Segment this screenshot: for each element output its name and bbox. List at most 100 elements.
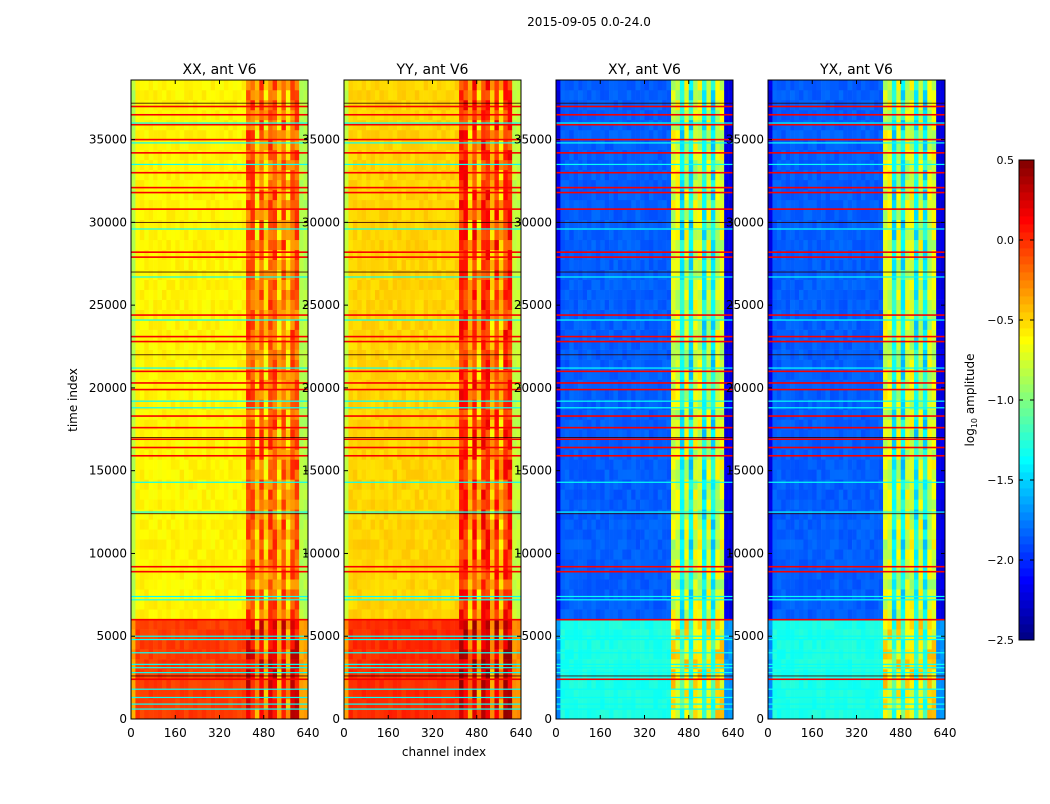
heatmap-cell <box>428 459 433 469</box>
heatmap-cell <box>228 80 233 90</box>
heatmap-cell <box>486 649 491 659</box>
heatmap-cell <box>437 180 442 190</box>
heatmap-cell <box>357 489 362 499</box>
heatmap-cell <box>384 479 389 489</box>
heatmap-cell <box>250 609 255 619</box>
flagged-row <box>131 208 308 210</box>
heatmap-cell <box>366 479 371 489</box>
heatmap-cell <box>357 619 362 629</box>
heatmap-cell <box>220 589 225 599</box>
heatmap-cell <box>433 559 438 569</box>
heatmap-cell <box>463 709 468 719</box>
heatmap-cell <box>250 180 255 190</box>
heatmap-cell <box>406 709 411 719</box>
heatmap-cell <box>273 589 278 599</box>
heatmap-cell <box>180 499 185 509</box>
heatmap-cell <box>153 459 158 469</box>
heatmap-cell <box>211 649 216 659</box>
heatmap-cell <box>193 479 198 489</box>
heatmap-cell <box>410 140 415 150</box>
heatmap-cell <box>193 559 198 569</box>
heatmap-cell <box>180 679 185 689</box>
heatmap-cell <box>220 629 225 639</box>
flagged-row <box>131 619 308 621</box>
heatmap-cell <box>189 290 194 300</box>
heatmap-cell <box>375 280 380 290</box>
heatmap-cell <box>472 629 477 639</box>
heatmap-cell <box>388 669 393 679</box>
heatmap-cell <box>290 679 295 689</box>
heatmap-cell <box>402 270 407 280</box>
heatmap-cell <box>388 150 393 160</box>
heatmap-cell <box>375 409 380 419</box>
heatmap-cell <box>424 519 429 529</box>
heatmap-cell <box>472 589 477 599</box>
heatmap-cell <box>197 300 202 310</box>
heatmap-cell <box>131 519 136 529</box>
heatmap-cell <box>353 330 358 340</box>
heatmap-cell <box>255 499 260 509</box>
heatmap-cell <box>410 509 415 519</box>
heatmap-cell <box>246 539 251 549</box>
heatmap-cell <box>353 589 358 599</box>
heatmap-cell <box>162 609 167 619</box>
heatmap-cell <box>273 709 278 719</box>
heatmap-cell <box>459 449 464 459</box>
heatmap-cell <box>197 330 202 340</box>
heatmap-cell <box>277 290 282 300</box>
heatmap-cell <box>242 250 247 260</box>
heatmap-cell <box>371 499 376 509</box>
heatmap-cell <box>175 709 180 719</box>
heatmap-cell <box>158 519 163 529</box>
heatmap-cell <box>131 639 136 649</box>
heatmap-cell <box>184 599 189 609</box>
heatmap-cell <box>259 599 264 609</box>
heatmap-cell <box>410 330 415 340</box>
heatmap-cell <box>277 90 282 100</box>
heatmap-cell <box>220 619 225 629</box>
heatmap-cell <box>220 250 225 260</box>
heatmap-cell <box>250 260 255 270</box>
heatmap-cell <box>290 639 295 649</box>
heatmap-cell <box>459 529 464 539</box>
heatmap-cell <box>486 80 491 90</box>
heatmap-cell <box>250 629 255 639</box>
heatmap-cell <box>348 649 353 659</box>
heatmap-cell <box>135 80 140 90</box>
heatmap-cell <box>299 449 304 459</box>
heatmap-cell <box>202 390 207 400</box>
heatmap-cell <box>202 280 207 290</box>
heatmap-cell <box>446 380 451 390</box>
heatmap-cell <box>415 190 420 200</box>
heatmap-cell <box>259 489 264 499</box>
heatmap-cell <box>477 609 482 619</box>
heatmap-cell <box>211 459 216 469</box>
heatmap-cell <box>486 170 491 180</box>
heatmap-cell <box>459 579 464 589</box>
heatmap-cell <box>250 459 255 469</box>
heatmap-cell <box>242 230 247 240</box>
heatmap-cell <box>171 549 176 559</box>
heatmap-cell <box>166 90 171 100</box>
heatmap-cell <box>415 429 420 439</box>
heatmap-cell <box>388 469 393 479</box>
heatmap-cell <box>158 170 163 180</box>
heatmap-cell <box>193 290 198 300</box>
heatmap-cell <box>419 459 424 469</box>
heatmap-cell <box>193 130 198 140</box>
heatmap-cell <box>224 260 229 270</box>
heatmap-cell <box>255 330 260 340</box>
heatmap-cell <box>446 100 451 110</box>
heatmap-cell <box>228 130 233 140</box>
heatmap-cell <box>415 150 420 160</box>
heatmap-cell <box>393 599 398 609</box>
heatmap-cell <box>353 320 358 330</box>
heatmap-cell <box>171 140 176 150</box>
heatmap-cell <box>162 599 167 609</box>
heatmap-cell <box>472 609 477 619</box>
heatmap-cell <box>433 679 438 689</box>
heatmap-cell <box>220 529 225 539</box>
heatmap-cell <box>286 459 291 469</box>
heatmap-cell <box>277 599 282 609</box>
heatmap-cell <box>220 80 225 90</box>
